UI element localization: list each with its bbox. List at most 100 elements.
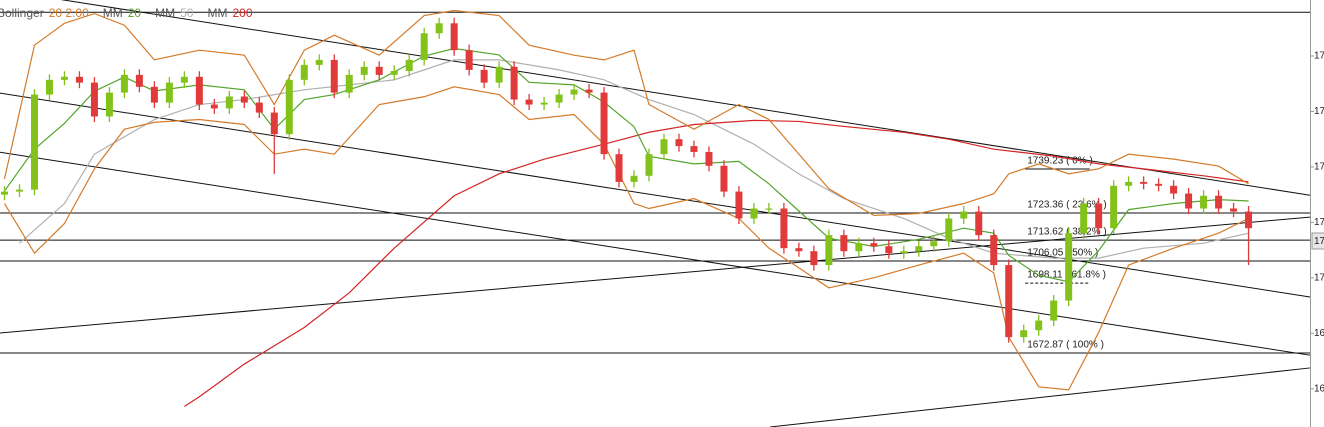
candle-body	[915, 246, 923, 252]
candle-body	[750, 208, 758, 219]
candle-body	[1035, 320, 1043, 331]
candle-body	[300, 64, 308, 80]
candle-body	[15, 189, 23, 192]
candle-body	[375, 66, 383, 75]
candle-body	[480, 69, 488, 83]
candle-body	[645, 154, 653, 176]
candle-body	[1185, 193, 1193, 209]
candle-body	[435, 23, 443, 34]
candle-body	[210, 104, 218, 109]
candle-body	[900, 251, 908, 254]
candle-body	[585, 89, 593, 93]
candle-body	[1065, 233, 1073, 301]
bollinger-lower	[3, 86, 1249, 391]
candle-body	[810, 251, 818, 266]
candle-body	[225, 96, 233, 109]
candle-body	[345, 74, 353, 93]
trendline	[769, 367, 1311, 427]
y-tick-label: 1680	[1314, 328, 1324, 339]
candle-body	[1155, 183, 1163, 186]
candle-body	[195, 76, 203, 105]
candle-body	[165, 82, 173, 103]
candle-body	[1005, 265, 1013, 338]
candle-body	[60, 76, 68, 80]
legend-params: 200	[232, 6, 252, 20]
legend-params: 50	[180, 6, 194, 20]
legend-name: MM	[207, 6, 227, 20]
candle-body	[780, 208, 788, 249]
candle-body	[135, 74, 143, 87]
candle-body	[105, 92, 113, 117]
candle-body	[450, 23, 458, 51]
candle-body	[90, 82, 98, 117]
candle-body	[1050, 300, 1058, 321]
trendline	[0, 92, 1311, 298]
trendline	[60, 0, 1311, 196]
y-tick-label: 1780	[1314, 51, 1324, 62]
candle-body	[930, 241, 938, 247]
candle-body	[420, 33, 428, 60]
price-tag: 17	[1314, 236, 1324, 247]
candle-body	[390, 70, 398, 75]
candle-body	[840, 235, 848, 252]
candle-body	[870, 243, 878, 247]
candle-body	[765, 208, 773, 210]
candle-body	[690, 146, 698, 152]
candle-body	[240, 96, 248, 103]
candle-body	[315, 59, 323, 65]
candle-body	[405, 59, 413, 71]
candle-body	[1140, 181, 1148, 184]
moving-average	[184, 119, 1249, 407]
candle-body	[540, 102, 548, 105]
candle-body	[705, 151, 713, 166]
candle-body	[885, 246, 893, 254]
candle-body	[30, 94, 38, 190]
y-tick-label: 1700	[1314, 272, 1324, 283]
candle-body	[990, 235, 998, 266]
candle-body	[75, 76, 83, 83]
candle-body	[120, 74, 128, 93]
candle-body	[855, 243, 863, 252]
candle-body	[1170, 185, 1178, 194]
bollinger-upper	[3, 9, 1249, 217]
y-tick-label: 1660	[1314, 383, 1324, 394]
candle-body	[1245, 211, 1253, 229]
candle-body	[675, 139, 683, 147]
candle-body	[1125, 181, 1133, 186]
candle-body	[795, 248, 803, 252]
candle-body	[45, 79, 53, 95]
candle-body	[1110, 185, 1118, 229]
candle-body	[600, 92, 608, 155]
fib-label: 1672.87 ( 100% )	[1027, 340, 1104, 351]
fib-label: 1739.23 ( 0% )	[1027, 156, 1093, 167]
y-tick-label: 1760	[1314, 106, 1324, 117]
candle-body	[525, 99, 533, 105]
candle-body	[150, 86, 158, 103]
candle-body	[330, 59, 338, 93]
candle-body	[270, 112, 278, 135]
fib-label: 1713.62 ( 38.2% )	[1027, 227, 1107, 238]
candle-body	[510, 66, 518, 100]
legend-params: 20 2.00	[49, 6, 89, 20]
candle-body	[555, 94, 563, 103]
candle-body	[1080, 203, 1088, 234]
candle-body	[1200, 195, 1208, 209]
candle-body	[945, 218, 953, 242]
candle-body	[0, 191, 8, 195]
candle-body	[735, 191, 743, 219]
candle-body	[615, 154, 623, 182]
candle-body	[1020, 330, 1028, 338]
trendline	[0, 216, 1311, 334]
moving-average	[19, 59, 1249, 259]
price-tag-box	[1311, 232, 1324, 250]
fib-label: 1706.05 ( 50% )	[1027, 248, 1098, 259]
candle-body	[180, 76, 188, 83]
legend-params: 20	[128, 6, 142, 20]
candle-body	[1230, 208, 1238, 212]
candle-body	[1215, 195, 1223, 209]
candle-body	[495, 66, 503, 83]
candle-body	[660, 139, 668, 155]
candle-body	[285, 79, 293, 135]
y-tick-label: 1740	[1314, 162, 1324, 173]
